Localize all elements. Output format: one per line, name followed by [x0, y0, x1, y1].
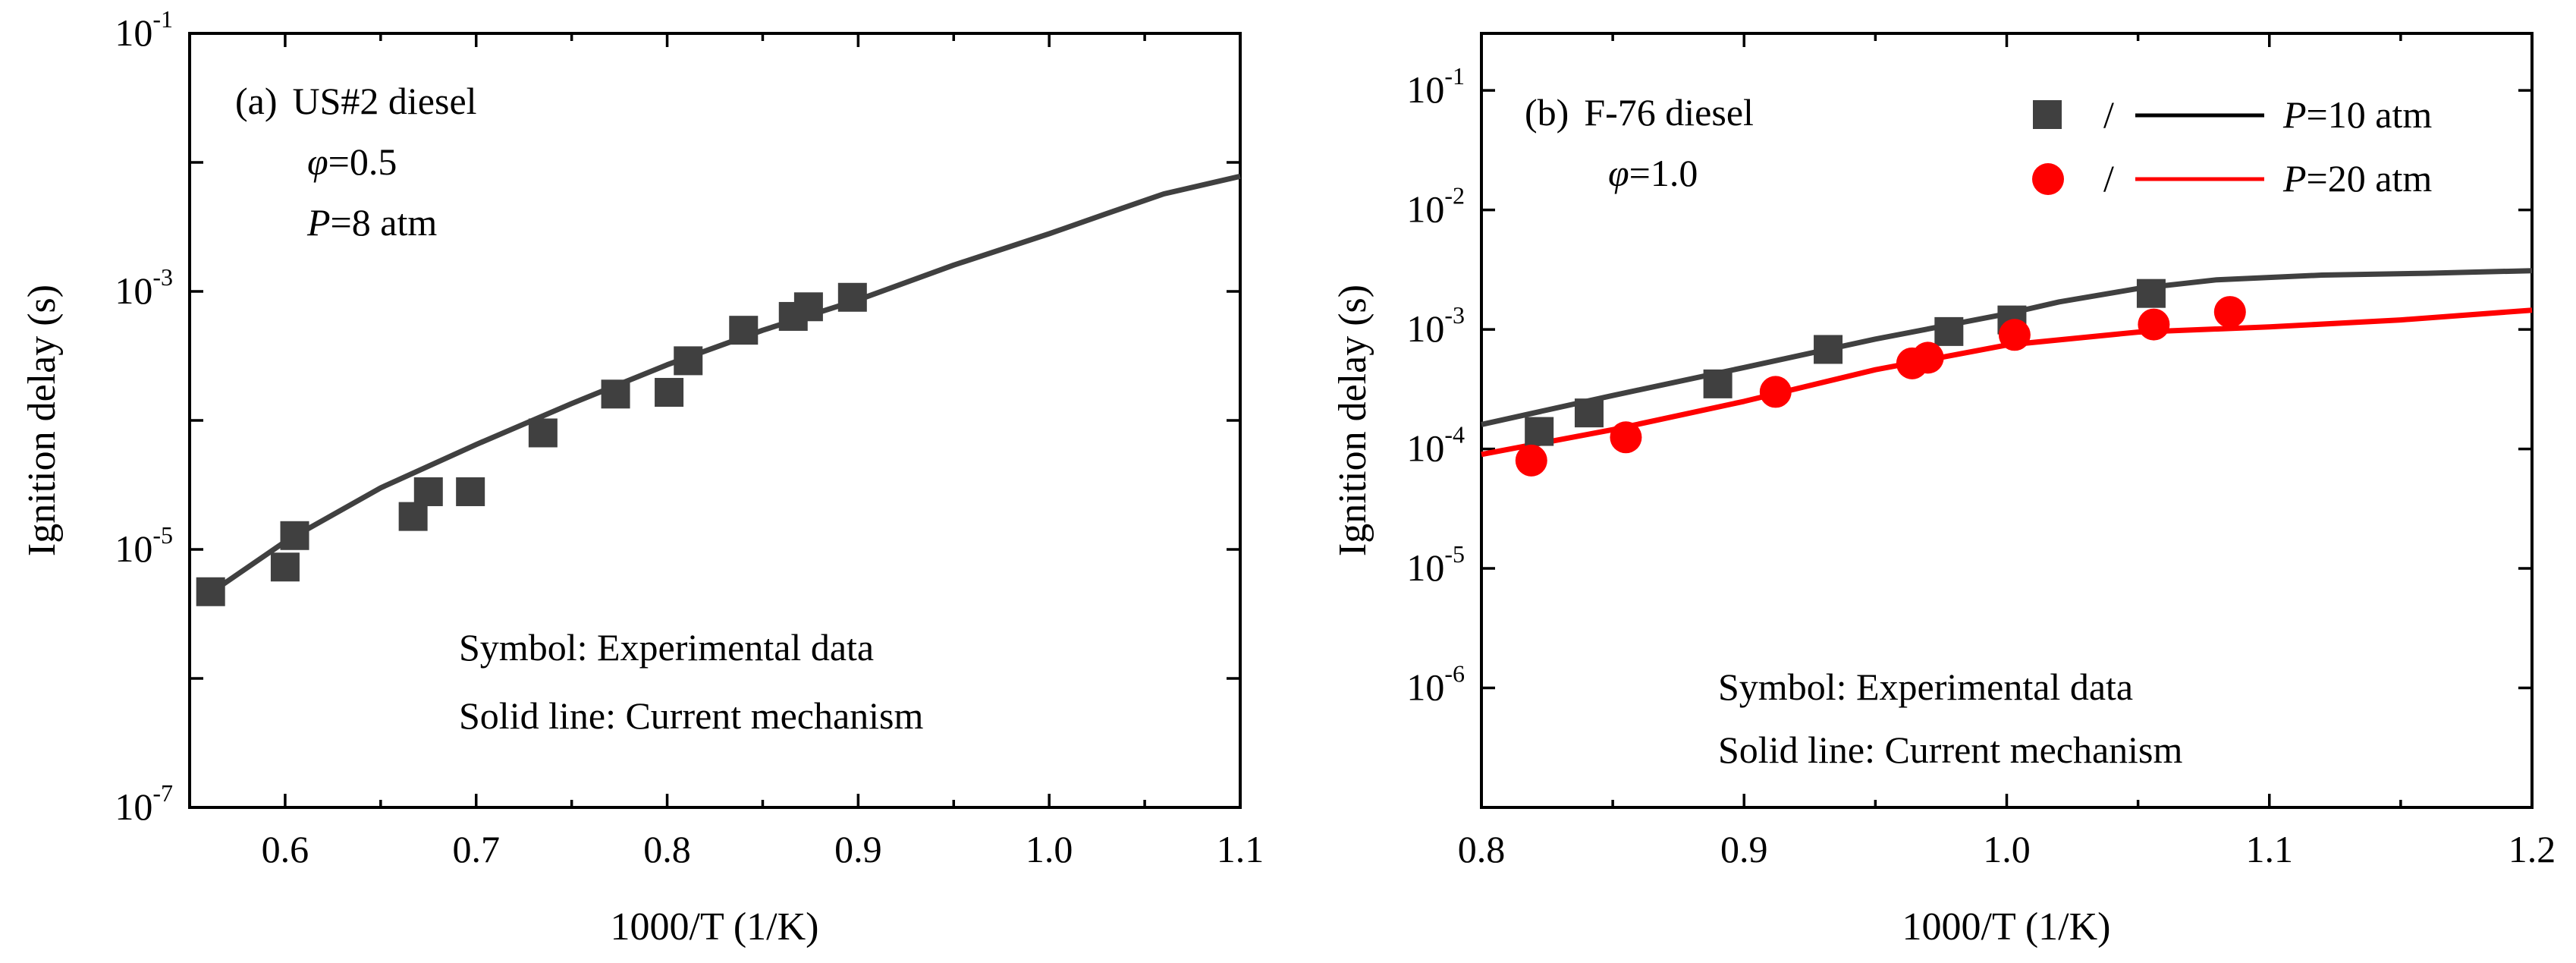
- y-tick-label: 10-6: [1406, 660, 1465, 709]
- data-point-circle: [1998, 319, 2031, 351]
- data-point-square: [528, 418, 558, 448]
- ticks-a: 0.6 0.7 0.8 0.9 1.0 1.1 10-1 10-3 10-5 10-7: [115, 5, 1264, 870]
- x-tick-label: 1.2: [2508, 828, 2556, 870]
- experiment-points-b: [1515, 279, 2246, 477]
- legend-marker-circle: [2032, 163, 2064, 195]
- data-point-square: [1703, 369, 1733, 398]
- legend: / P=10 atm / P=20 atm: [2032, 93, 2432, 200]
- panel-b-annotation-2: Solid line: Current mechanism: [1718, 729, 2183, 771]
- x-tick-label: 0.9: [1720, 828, 1768, 870]
- panel-a-heading: (a) US#2 diesel: [235, 80, 477, 122]
- data-point-square: [398, 502, 428, 531]
- x-tick-label: 0.9: [834, 828, 882, 870]
- data-point-square: [655, 378, 684, 408]
- x-tick-label: 1.0: [1983, 828, 2031, 870]
- data-point-circle: [1610, 421, 1642, 454]
- data-point-square: [793, 292, 823, 322]
- panel-b-annotation-1: Symbol: Experimental data: [1718, 666, 2133, 708]
- data-point-square: [1574, 398, 1604, 428]
- data-point-square: [601, 379, 630, 409]
- model-lines-a: [197, 173, 1241, 603]
- x-axis-label-a: 1000/T (1/K): [611, 905, 819, 949]
- data-point-square: [2136, 279, 2166, 308]
- ticks-b: 0.8 0.9 1.0 1.1 1.2 10-1 10-2 10-3 10-4 10-5 10-6: [1406, 33, 2556, 870]
- model-line-b-0: [1481, 268, 2533, 427]
- panel-b-heading: (b) F-76 diesel: [1525, 91, 1754, 134]
- y-tick-label: 10-3: [1406, 301, 1465, 350]
- panel-a: 0.6 0.7 0.8 0.9 1.0 1.1 10-1 10-3 10-5 10-7 (a) US…: [20, 5, 1264, 949]
- data-point-circle: [1515, 444, 1547, 477]
- panel-a-condition-2: P=8 atm: [306, 201, 437, 244]
- legend-label-20atm: P=20 atm: [2282, 157, 2432, 200]
- y-axis-label-b: Ignition delay (s): [1331, 285, 1374, 556]
- data-point-circle: [2138, 308, 2170, 341]
- data-point-square: [1934, 316, 1964, 346]
- x-axis-label-b: 1000/T (1/K): [1902, 905, 2111, 949]
- data-point-square: [729, 316, 759, 345]
- panel-b-condition-1: φ=1.0: [1608, 152, 1698, 194]
- panel-a-condition-1: φ=0.5: [307, 140, 397, 183]
- data-point-square: [674, 346, 703, 376]
- data-point-square: [1525, 417, 1554, 446]
- y-tick-label: 10-1: [1406, 62, 1465, 111]
- data-point-square: [837, 282, 867, 312]
- experiment-points-a: [196, 282, 867, 606]
- x-tick-label: 1.1: [2246, 828, 2294, 870]
- data-point-square: [270, 552, 300, 582]
- model-line-a-0: [197, 173, 1241, 603]
- panel-a-annotation-2: Solid line: Current mechanism: [459, 694, 924, 737]
- data-point-square: [196, 577, 225, 606]
- y-axis-label-a: Ignition delay (s): [20, 285, 64, 556]
- data-point-square: [413, 477, 443, 506]
- x-tick-label: 1.1: [1217, 828, 1264, 870]
- x-tick-label: 0.8: [1458, 828, 1506, 870]
- data-point-square: [280, 521, 309, 550]
- data-point-square: [456, 477, 485, 506]
- y-tick-label: 10-4: [1406, 421, 1465, 470]
- x-tick-label: 1.0: [1026, 828, 1073, 870]
- data-point-circle: [2213, 296, 2246, 329]
- y-tick-label: 10-3: [115, 263, 173, 312]
- y-tick-label: 10-5: [115, 521, 173, 570]
- legend-marker-square: [2033, 100, 2062, 129]
- x-tick-label: 0.7: [452, 828, 500, 870]
- legend-separator-2: /: [2103, 157, 2114, 200]
- panel-a-annotation-1: Symbol: Experimental data: [459, 626, 874, 669]
- legend-separator-1: /: [2103, 93, 2114, 136]
- model-lines-b: [1481, 268, 2533, 458]
- panel-b: 0.8 0.9 1.0 1.1 1.210-110-210-310-410-510-6 …: [1331, 32, 2556, 949]
- y-tick-label: 10-2: [1406, 182, 1465, 231]
- x-tick-label: 0.6: [262, 828, 309, 870]
- y-tick-label: 10-1: [115, 5, 173, 54]
- x-tick-label: 0.8: [643, 828, 691, 870]
- y-tick-label: 10-5: [1406, 540, 1465, 589]
- data-point-circle: [1759, 376, 1792, 408]
- legend-label-10atm: P=10 atm: [2282, 93, 2432, 136]
- data-point-square: [1814, 335, 1843, 364]
- y-tick-label: 10-7: [115, 779, 173, 828]
- data-point-circle: [1912, 341, 1944, 374]
